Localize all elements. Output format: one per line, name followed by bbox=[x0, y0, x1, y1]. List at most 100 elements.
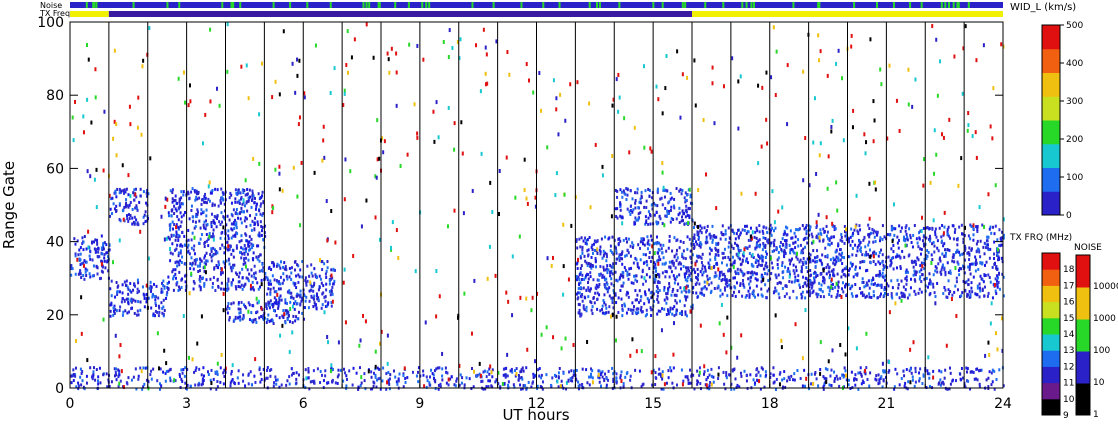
echo-point bbox=[951, 255, 954, 259]
echo-point bbox=[962, 264, 965, 268]
echo-point bbox=[614, 246, 617, 250]
echo-point bbox=[868, 286, 871, 290]
echo-point bbox=[756, 265, 759, 269]
echo-point bbox=[103, 241, 106, 245]
echo-point bbox=[872, 139, 875, 144]
echo-point bbox=[817, 384, 820, 388]
echo-point bbox=[278, 264, 281, 268]
echo-point bbox=[770, 233, 773, 237]
echo-point bbox=[219, 287, 222, 291]
echo-point bbox=[255, 202, 258, 206]
echo-point bbox=[546, 256, 549, 261]
echo-point bbox=[712, 266, 715, 270]
echo-point bbox=[967, 278, 970, 282]
echo-point bbox=[487, 385, 490, 389]
echo-point bbox=[591, 376, 594, 380]
echo-point bbox=[953, 290, 956, 294]
echo-point bbox=[359, 338, 362, 343]
echo-point bbox=[637, 206, 640, 210]
echo-point bbox=[882, 263, 885, 267]
echo-point bbox=[700, 256, 703, 260]
echo-point bbox=[875, 374, 878, 378]
echo-point bbox=[797, 274, 800, 278]
echo-point bbox=[562, 292, 565, 297]
echo-point bbox=[164, 379, 167, 383]
echo-point bbox=[992, 225, 995, 229]
echo-point bbox=[296, 302, 299, 306]
echo-point bbox=[790, 247, 793, 251]
echo-point bbox=[800, 265, 803, 269]
echo-point bbox=[278, 282, 281, 286]
echo-point bbox=[697, 188, 700, 193]
echo-point bbox=[673, 254, 676, 258]
echo-point bbox=[288, 349, 291, 354]
echo-point bbox=[585, 261, 588, 265]
echo-point bbox=[943, 376, 946, 380]
echo-point bbox=[689, 278, 692, 282]
echo-point bbox=[346, 70, 349, 75]
echo-point bbox=[885, 282, 888, 286]
echo-point bbox=[80, 331, 83, 336]
echo-point bbox=[816, 273, 819, 277]
echo-point bbox=[645, 206, 648, 210]
echo-point bbox=[800, 249, 803, 253]
echo-point bbox=[345, 384, 348, 388]
echo-point bbox=[737, 235, 740, 239]
echo-point bbox=[689, 201, 692, 205]
echo-point bbox=[343, 267, 346, 272]
echo-point bbox=[182, 368, 185, 372]
echo-point bbox=[938, 369, 941, 373]
echo-point bbox=[507, 385, 510, 389]
echo-point bbox=[637, 212, 640, 216]
echo-point bbox=[991, 296, 994, 300]
echo-point bbox=[896, 278, 899, 282]
echo-point bbox=[607, 378, 610, 382]
echo-point bbox=[239, 307, 242, 311]
echo-point bbox=[524, 384, 527, 388]
echo-point bbox=[865, 253, 868, 257]
echo-point bbox=[214, 370, 217, 374]
echo-point bbox=[766, 289, 769, 293]
echo-point bbox=[784, 265, 787, 269]
echo-point bbox=[439, 382, 442, 386]
echo-point bbox=[272, 302, 275, 306]
echo-point bbox=[757, 83, 760, 88]
echo-point bbox=[240, 234, 243, 238]
echo-point bbox=[941, 263, 944, 267]
echo-point bbox=[394, 375, 397, 379]
echo-point bbox=[352, 253, 355, 258]
echo-point bbox=[575, 274, 578, 278]
echo-point bbox=[844, 352, 847, 357]
echo-point bbox=[198, 284, 201, 288]
echo-point bbox=[266, 366, 269, 370]
echo-point bbox=[847, 326, 850, 331]
echo-point bbox=[416, 135, 419, 140]
echo-point bbox=[640, 308, 643, 312]
echo-point bbox=[314, 273, 317, 277]
echo-point bbox=[176, 215, 179, 219]
echo-point bbox=[510, 367, 513, 371]
noise-bar-mark bbox=[684, 2, 687, 8]
echo-point bbox=[212, 228, 215, 232]
echo-point bbox=[875, 274, 878, 278]
echo-point bbox=[199, 288, 202, 292]
echo-point bbox=[727, 255, 730, 259]
echo-point bbox=[634, 256, 637, 260]
echo-point bbox=[225, 287, 228, 291]
echo-point bbox=[975, 249, 978, 253]
echo-point bbox=[998, 243, 1001, 247]
echo-point bbox=[898, 383, 901, 387]
echo-point bbox=[688, 273, 691, 277]
echo-point bbox=[943, 248, 946, 252]
echo-point bbox=[830, 129, 833, 134]
noise-bar-mark bbox=[952, 2, 955, 8]
echo-point bbox=[777, 273, 780, 277]
echo-point bbox=[182, 314, 185, 319]
echo-point bbox=[629, 212, 632, 216]
echo-point bbox=[961, 232, 964, 236]
echo-point bbox=[944, 273, 947, 277]
echo-point bbox=[255, 213, 258, 217]
echo-point bbox=[921, 262, 924, 266]
echo-point bbox=[831, 283, 834, 287]
echo-point bbox=[473, 369, 476, 374]
